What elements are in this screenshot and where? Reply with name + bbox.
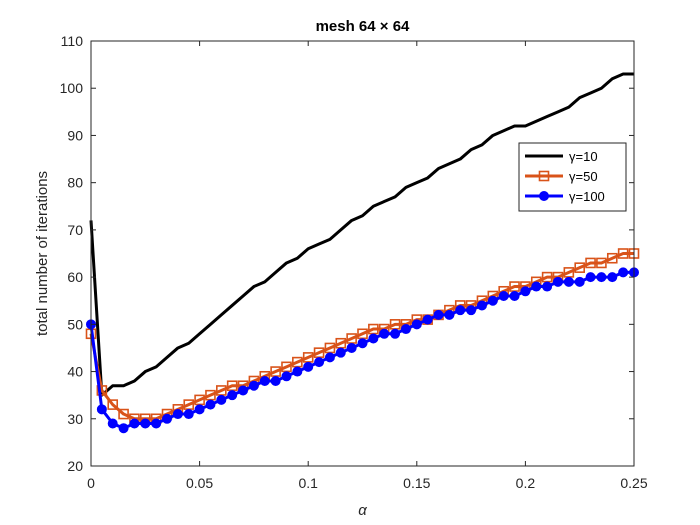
data-point xyxy=(107,418,118,429)
data-point xyxy=(281,371,292,382)
y-tick-label: 100 xyxy=(60,80,84,96)
x-tick-label: 0.2 xyxy=(516,475,536,491)
data-point xyxy=(563,276,574,287)
data-point xyxy=(107,399,119,410)
series-line xyxy=(89,252,634,421)
data-point xyxy=(238,385,249,396)
data-point xyxy=(324,352,335,363)
data-point xyxy=(433,309,444,320)
data-point xyxy=(618,267,629,278)
x-tick-label: 0.1 xyxy=(298,475,318,491)
y-tick-label: 60 xyxy=(67,269,83,285)
y-tick-label: 30 xyxy=(67,411,83,427)
y-tick-label: 90 xyxy=(67,127,83,143)
y-tick-label: 80 xyxy=(67,175,83,191)
legend: γ=10 γ=50 γ=100 xyxy=(518,142,627,212)
data-point xyxy=(574,276,585,287)
data-point xyxy=(292,366,303,377)
legend-item: γ=50 xyxy=(525,169,598,184)
data-point xyxy=(227,390,238,401)
legend-swatch-marker xyxy=(538,170,550,182)
data-point xyxy=(498,291,509,301)
y-tick-label: 50 xyxy=(67,316,83,332)
y-axis-label: total number of iterations xyxy=(34,171,51,336)
legend-label: γ=100 xyxy=(569,189,605,204)
data-point xyxy=(172,409,183,420)
data-point xyxy=(466,305,477,316)
data-point xyxy=(118,408,129,420)
data-point xyxy=(346,342,357,353)
data-point xyxy=(368,333,379,344)
data-point xyxy=(183,409,194,420)
y-tick-label: 70 xyxy=(67,222,83,238)
legend-item: γ=100 xyxy=(525,189,605,204)
data-point xyxy=(379,328,390,339)
data-point xyxy=(335,347,346,358)
data-point xyxy=(314,357,325,368)
x-tick-label: 0.05 xyxy=(186,475,213,491)
legend-label: γ=50 xyxy=(569,169,598,184)
x-axis-label: α xyxy=(358,502,367,519)
series-2 xyxy=(85,248,640,425)
x-tick-label: 0 xyxy=(87,475,95,491)
data-point xyxy=(390,328,401,339)
axes-frame xyxy=(90,40,635,467)
data-point xyxy=(552,276,563,287)
legend-item: γ=10 xyxy=(525,149,598,164)
data-point xyxy=(162,413,173,424)
data-point xyxy=(606,252,618,264)
data-point xyxy=(303,361,314,372)
series-layer xyxy=(85,72,640,434)
y-tick-label: 110 xyxy=(61,33,84,49)
data-point xyxy=(542,281,553,292)
data-point xyxy=(422,314,433,325)
data-point xyxy=(270,376,281,386)
data-point xyxy=(357,338,368,349)
data-point xyxy=(444,309,455,320)
y-axis-ticks: 20 30 40 50 60 70 80 90 100 110 xyxy=(60,33,634,474)
data-point xyxy=(151,418,162,429)
data-point xyxy=(487,295,498,306)
series-line xyxy=(89,72,634,397)
legend-swatch-marker xyxy=(539,191,549,201)
data-point xyxy=(455,305,466,316)
chart-title: mesh 64 × 64 xyxy=(316,18,410,35)
x-tick-label: 0.15 xyxy=(403,475,430,491)
data-point xyxy=(194,404,205,415)
data-point xyxy=(574,262,586,273)
data-point xyxy=(118,423,129,434)
plot-area xyxy=(91,41,634,466)
series-1 xyxy=(89,72,634,397)
data-point xyxy=(248,380,259,391)
data-point xyxy=(596,272,607,283)
data-point xyxy=(585,257,596,269)
data-point xyxy=(140,418,151,429)
data-point xyxy=(96,404,107,415)
data-point xyxy=(96,385,108,396)
data-point xyxy=(617,248,629,259)
data-point xyxy=(520,286,531,297)
series-3 xyxy=(86,267,639,434)
data-point xyxy=(216,394,227,405)
y-tick-label: 20 xyxy=(67,458,83,474)
data-point xyxy=(476,300,487,311)
legend-label: γ=10 xyxy=(569,149,598,164)
data-point xyxy=(509,291,520,301)
data-point xyxy=(585,272,596,283)
data-point xyxy=(129,418,140,429)
x-axis-ticks: 0 0.05 0.1 0.15 0.2 0.25 xyxy=(87,41,648,491)
data-point xyxy=(607,272,618,283)
y-tick-label: 40 xyxy=(67,364,83,380)
x-tick-label: 0.25 xyxy=(620,475,647,491)
data-point xyxy=(259,376,270,386)
data-point xyxy=(531,281,542,292)
data-point xyxy=(205,399,216,410)
data-point xyxy=(400,324,411,335)
data-point xyxy=(596,257,607,269)
data-point xyxy=(411,319,422,330)
